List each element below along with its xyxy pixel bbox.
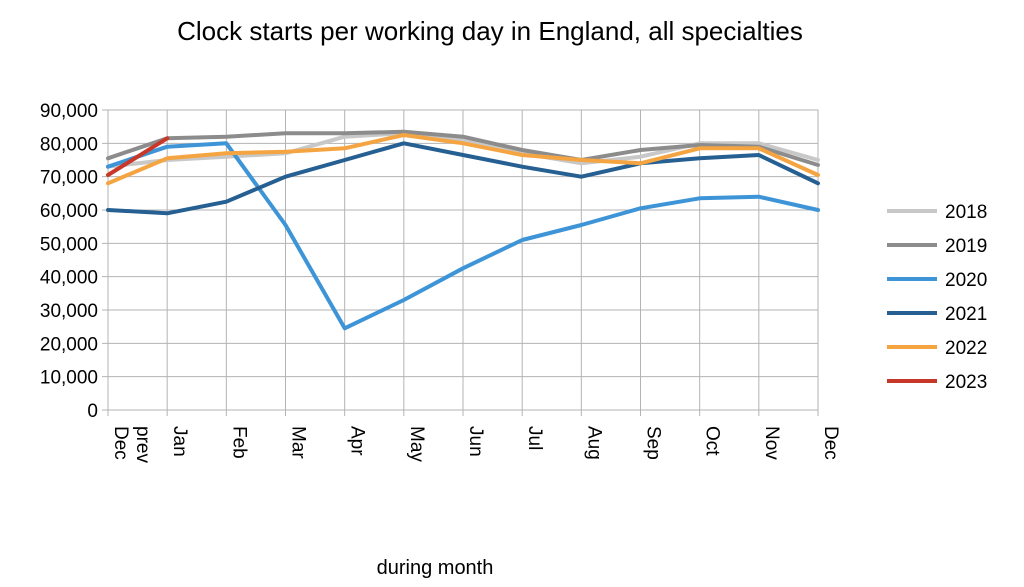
x-tick-label: Aug bbox=[583, 426, 604, 460]
legend-label-2018: 2018 bbox=[945, 202, 987, 223]
y-tick-label: 20,000 bbox=[40, 334, 98, 355]
x-axis-tick-labels: Decprev Jan Feb Mar Apr May Jun Jul Aug Sep Oct Nov… bbox=[110, 426, 841, 463]
y-axis-tick-labels: 0 10,000 20,000 30,000 40,000 50,000 60,000 70,… bbox=[40, 101, 98, 422]
x-tick-label: Jul bbox=[524, 426, 545, 450]
legend-label-2023: 2023 bbox=[945, 372, 987, 393]
legend-label-2020: 2020 bbox=[945, 270, 987, 291]
x-tick-label: Apr bbox=[347, 426, 368, 456]
x-tick-label: Oct bbox=[702, 426, 723, 456]
series-lines bbox=[106, 129, 820, 331]
x-tick-label: Sep bbox=[643, 426, 664, 460]
y-tick-label: 90,000 bbox=[40, 101, 98, 122]
y-tick-label: 40,000 bbox=[40, 268, 98, 289]
y-tick-label: 60,000 bbox=[40, 201, 98, 222]
legend-label-2019: 2019 bbox=[945, 236, 987, 257]
series-line-2019 bbox=[106, 129, 820, 167]
x-tick-label: Jan bbox=[169, 426, 190, 457]
y-tick-label: 30,000 bbox=[40, 301, 98, 322]
y-tick-label: 70,000 bbox=[40, 168, 98, 189]
y-tick-label: 0 bbox=[87, 401, 98, 422]
x-tick-label: Mar bbox=[288, 426, 309, 459]
x-axis-label: during month bbox=[377, 557, 494, 579]
series-line-2021 bbox=[106, 141, 820, 216]
x-tick-label: Dec bbox=[820, 426, 841, 460]
chart-title: Clock starts per working day in England,… bbox=[177, 16, 803, 46]
y-tick-label: 80,000 bbox=[40, 134, 98, 155]
legend-label-2022: 2022 bbox=[945, 338, 987, 359]
y-tick-label: 50,000 bbox=[40, 234, 98, 255]
y-tick-label: 10,000 bbox=[40, 368, 98, 389]
x-tick-label: Feb bbox=[228, 426, 249, 459]
x-tick-label: Decprev bbox=[110, 426, 153, 463]
x-tick-label: Nov bbox=[761, 426, 782, 460]
x-tick-label: May bbox=[406, 426, 427, 462]
series-line-2022 bbox=[106, 133, 820, 186]
series-line-2023 bbox=[106, 136, 170, 177]
legend: 2018 2019 2020 2021 2022 2023 bbox=[887, 202, 987, 393]
legend-label-2021: 2021 bbox=[945, 304, 987, 325]
x-tick-label: Jun bbox=[465, 426, 486, 457]
series-line-2020 bbox=[106, 141, 820, 331]
